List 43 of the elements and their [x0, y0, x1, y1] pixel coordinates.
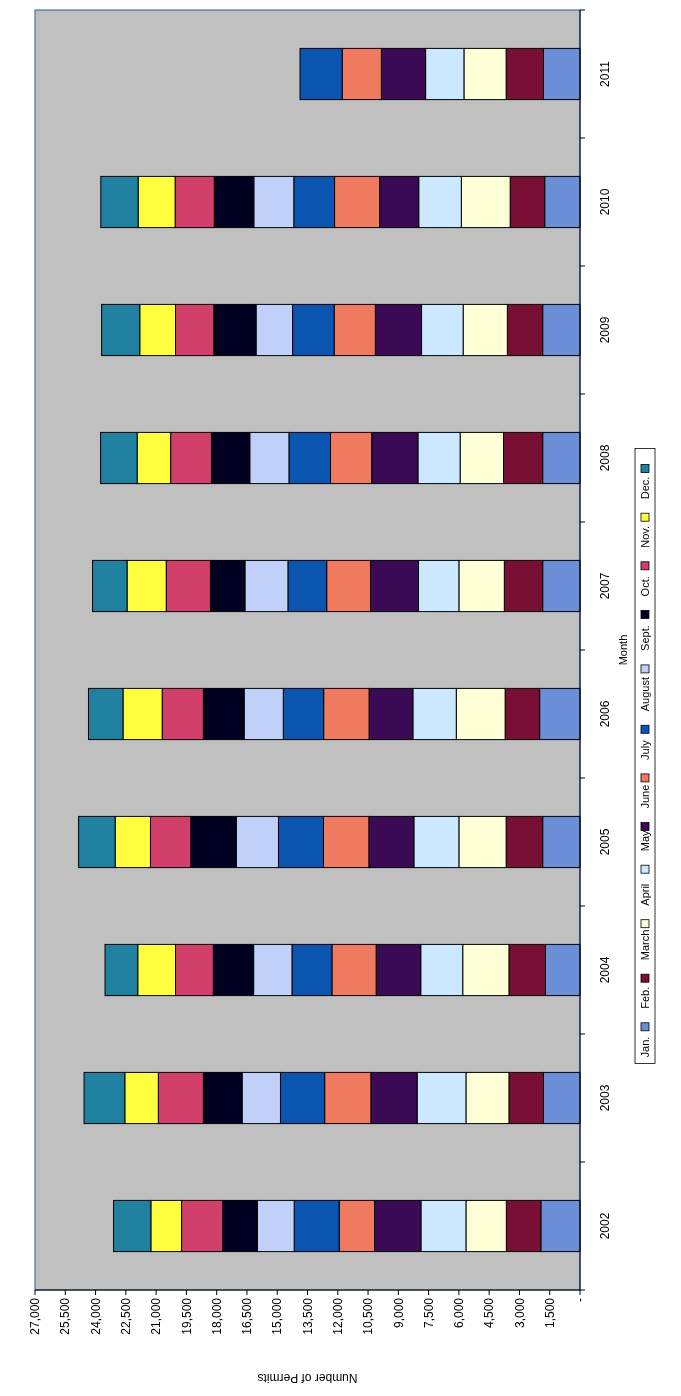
y-tick-label: 2005: [598, 828, 613, 856]
y-tick-label: 2004: [598, 956, 613, 984]
x-tick-label: 4,500: [482, 1297, 497, 1329]
x-tick-label: 1,500: [542, 1297, 557, 1329]
x-tick-label: 25,500: [58, 1297, 73, 1335]
legend-label: March: [638, 929, 651, 961]
x-tick-label: 13,500: [300, 1297, 315, 1335]
x-tick-label: 15,000: [270, 1297, 285, 1335]
legend-label: June: [638, 784, 651, 809]
y-tick-label: 2003: [598, 1084, 613, 1112]
x-tick-label: 10,500: [361, 1297, 376, 1335]
x-tick-label: 18,000: [209, 1297, 224, 1335]
legend-label: Jan.: [638, 1036, 651, 1058]
x-tick-label: 9,000: [391, 1297, 406, 1329]
legend-label: Feb.: [638, 986, 651, 1009]
x-tick-label: 22,500: [119, 1297, 134, 1335]
x-tick-label: 7,500: [421, 1297, 436, 1329]
x-tick-label: 6,000: [452, 1297, 467, 1329]
x-tick-label: 3,000: [512, 1297, 527, 1329]
y-tick-label: 2002: [598, 1212, 613, 1240]
y-axis-title: Month: [617, 634, 629, 666]
x-tick-label: 16,500: [240, 1297, 255, 1335]
legend-label: Dec.: [638, 476, 651, 500]
legend-label: August: [638, 677, 651, 712]
y-tick-label: 2007: [598, 572, 613, 600]
x-tick-label: 19,500: [179, 1297, 194, 1335]
y-tick-label: 2008: [598, 444, 613, 472]
y-tick-label: 2006: [598, 700, 613, 728]
x-tick-label: -: [573, 1298, 588, 1302]
x-tick-label: 21,000: [149, 1297, 164, 1335]
x-tick-label: 27,000: [28, 1297, 43, 1335]
legend-label: Oct.: [638, 576, 651, 597]
y-tick-label: 2011: [598, 60, 613, 87]
legend-label: April: [638, 883, 651, 906]
legend-label: May: [638, 829, 651, 852]
legend-label: Sept.: [638, 625, 651, 651]
legend-label: Nov.: [638, 525, 651, 548]
legend-label: July: [638, 739, 651, 760]
x-tick-label: 12,000: [330, 1297, 345, 1335]
y-tick-label: 2009: [598, 316, 613, 344]
y-tick-label: 2010: [598, 188, 613, 216]
x-tick-label: 24,000: [88, 1297, 103, 1335]
x-axis-title: Number of Permits: [257, 1371, 358, 1385]
